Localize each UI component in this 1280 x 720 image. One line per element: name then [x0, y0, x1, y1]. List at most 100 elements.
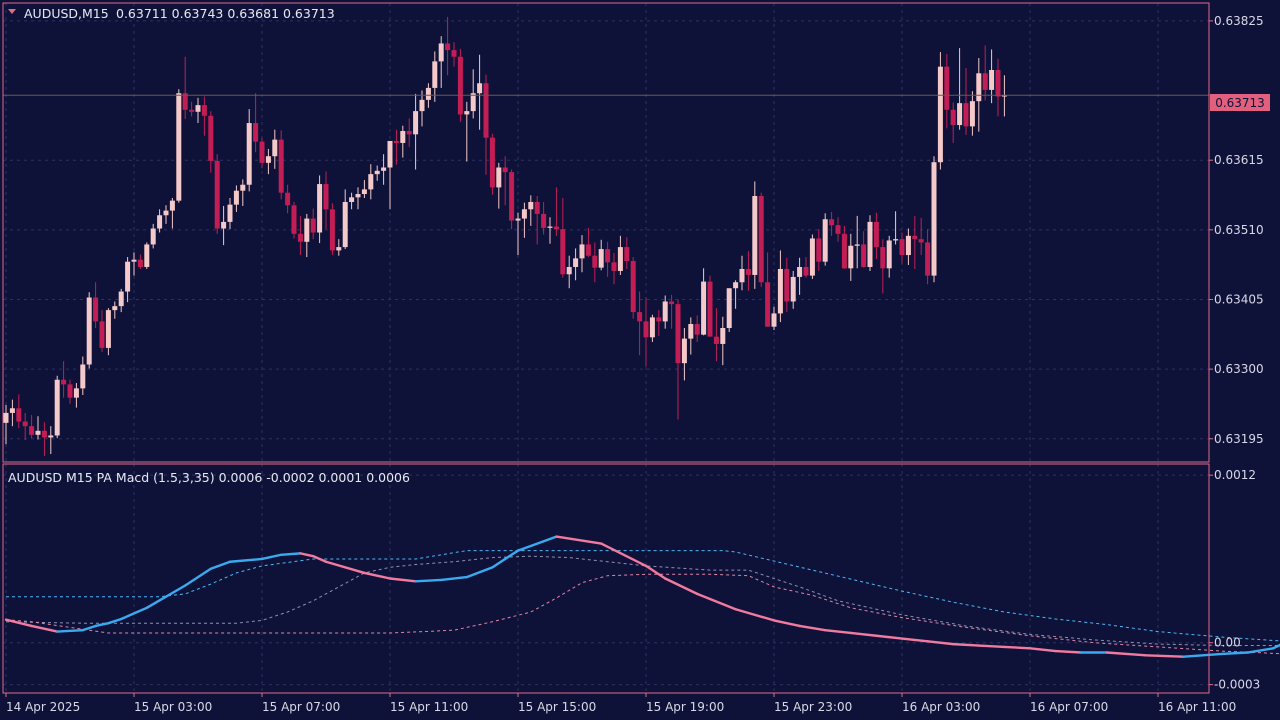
candle-bull — [349, 197, 355, 202]
macd-segment-down — [1105, 651, 1147, 657]
candle-bull — [240, 184, 246, 191]
candle-bear — [323, 184, 329, 210]
macd-segment-down — [849, 631, 878, 637]
candle-bear — [605, 249, 611, 263]
candle-bear — [310, 218, 316, 233]
candle-bear — [841, 233, 847, 269]
macd-segment-down — [555, 535, 603, 545]
macd-segment-down — [824, 628, 852, 635]
candle-bear — [707, 281, 713, 337]
macd-segment-down — [734, 608, 776, 622]
candle-bull — [822, 219, 828, 262]
candle-bear — [208, 115, 214, 161]
macd-segment-down — [388, 577, 417, 583]
macd-segment-up — [414, 578, 443, 583]
price-pane-frame — [2, 2, 1210, 463]
candle-bear — [873, 221, 879, 248]
candle-bear — [22, 421, 28, 427]
macd-segment-down — [798, 624, 827, 632]
macd-segment-up — [209, 560, 232, 570]
macd-segment-down — [1054, 649, 1083, 654]
price-tick-label: 0.63300 — [1214, 362, 1264, 376]
candle-bear — [61, 379, 67, 385]
candle-bull — [387, 140, 393, 168]
time-tick-label: 16 Apr 07:00 — [1030, 700, 1108, 714]
candle-bull — [477, 83, 483, 94]
candle-bear — [67, 384, 73, 398]
current-price-tag-bg — [1210, 94, 1270, 111]
macd-segment-up — [56, 628, 85, 633]
candle-bull — [464, 111, 470, 115]
candle-bear — [861, 244, 867, 267]
candle-bull — [848, 245, 854, 269]
price-axis: 0.63825 0.63615 0.63510 0.63405 0.63300 0.631… — [1209, 14, 1264, 446]
candle-bear — [950, 109, 956, 126]
candle-bull — [169, 200, 175, 211]
time-axis: 14 Apr 2025 15 Apr 03:00 15 Apr 07:00 15 Ap… — [5, 693, 1236, 714]
time-tick-label: 15 Apr 19:00 — [646, 700, 724, 714]
candle-bull — [246, 123, 252, 185]
candle-bull — [413, 111, 419, 135]
candle-bear — [585, 244, 591, 256]
candle-bull — [598, 249, 604, 268]
macd-segment-up — [1271, 643, 1280, 650]
candle-bull — [969, 101, 975, 127]
candle-bull — [790, 276, 796, 302]
candle-bull — [976, 73, 982, 102]
candle-bear — [637, 312, 643, 322]
candle-bull — [317, 184, 323, 233]
candle-bear — [214, 160, 220, 229]
candle-bear — [406, 131, 412, 135]
time-tick-label: 14 Apr 2025 — [6, 700, 80, 714]
candle-bull — [131, 259, 137, 262]
collapse-triangle-icon[interactable] — [8, 9, 16, 14]
candle-bear — [784, 268, 790, 302]
macd-segment-down — [977, 644, 1006, 649]
time-tick-label: 16 Apr 11:00 — [1158, 700, 1236, 714]
candle-bull — [733, 282, 739, 289]
candle-bear — [925, 242, 931, 276]
price-pane-grid — [3, 3, 1209, 462]
candle-bull — [1001, 95, 1007, 97]
macd-lines — [4, 535, 1280, 658]
candle-bull — [118, 291, 124, 307]
candle-bull — [265, 156, 271, 163]
macd-segment-up — [183, 567, 213, 587]
candle-bull — [400, 131, 406, 143]
macd-segment-down — [299, 552, 315, 558]
macd-segment-down — [696, 592, 737, 611]
indicator-tick-label: -0.0003 — [1214, 678, 1260, 692]
ohlc-readout: 0.63711 0.63743 0.63681 0.63713 — [116, 6, 335, 21]
price-tick-label: 0.63825 — [1214, 14, 1264, 28]
macd-segment-down — [875, 634, 904, 640]
macd-segment-up — [440, 575, 468, 582]
candle-bear — [137, 259, 143, 267]
candle-bull — [438, 43, 444, 62]
macd-segment-up — [1182, 652, 1224, 658]
macd-segment-up — [465, 566, 494, 579]
signal-line-signal-dash — [6, 550, 1280, 642]
candle-bear — [624, 247, 630, 262]
candle-bear — [16, 408, 22, 422]
candle-bull — [54, 379, 60, 436]
macd-segment-up — [260, 553, 283, 561]
candle-bull — [163, 210, 169, 216]
current-price-label: 0.63713 — [1215, 96, 1265, 110]
candle-bull — [432, 61, 438, 88]
candle-bull — [886, 240, 892, 269]
macd-segment-down — [900, 637, 929, 643]
candle-bear — [99, 321, 105, 348]
candle-bull — [150, 228, 156, 245]
macd-segment-down — [952, 642, 980, 647]
candle-bear — [675, 304, 681, 364]
time-tick-label: 15 Apr 07:00 — [262, 700, 340, 714]
candle-bear — [329, 209, 335, 251]
candle-bull — [931, 162, 937, 276]
candle-bear — [259, 141, 265, 163]
candle-bull — [739, 268, 745, 283]
candle-bull — [579, 244, 585, 259]
candle-bear — [944, 66, 950, 110]
candle-bull — [361, 189, 367, 195]
candle-bull — [688, 324, 694, 339]
